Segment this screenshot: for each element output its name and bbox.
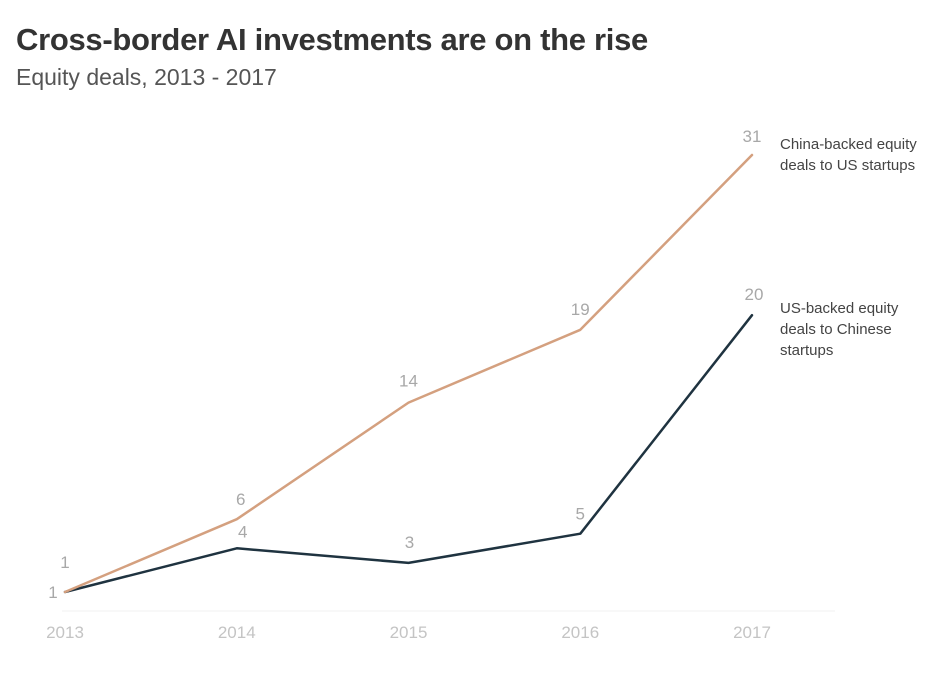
x-tick-label: 2016 xyxy=(561,623,599,642)
series-label-us-backed: startups xyxy=(780,342,833,359)
x-tick-label: 2015 xyxy=(390,623,428,642)
x-tick-label: 2013 xyxy=(46,623,84,642)
series-label-china-backed: deals to US startups xyxy=(780,157,915,174)
series-label-china-backed: China-backed equity xyxy=(780,136,917,153)
chart-title: Cross-border AI investments are on the r… xyxy=(16,22,648,57)
data-label-china-backed: 19 xyxy=(571,300,590,319)
data-label-china-backed: 31 xyxy=(743,127,762,146)
data-label-china-backed: 14 xyxy=(399,372,418,391)
data-label-china-backed: 6 xyxy=(236,490,245,509)
series-labels: US-backed equity deals to Chinese startups… xyxy=(780,136,917,359)
data-label-us-backed: 3 xyxy=(405,533,414,552)
x-axis-ticks: 2013 2014 2015 2016 2017 xyxy=(46,623,771,642)
x-tick-label: 2017 xyxy=(733,623,771,642)
series-line-china-backed xyxy=(63,153,754,594)
x-tick-label: 2014 xyxy=(218,623,256,642)
data-label-us-backed: 1 xyxy=(48,583,57,602)
series-lines xyxy=(63,153,754,594)
data-label-us-backed: 4 xyxy=(238,522,247,541)
series-line-us-backed xyxy=(63,313,754,594)
chart-subtitle: Equity deals, 2013 - 2017 xyxy=(16,64,277,90)
series-label-us-backed: US-backed equity xyxy=(780,300,899,317)
data-label-us-backed: 5 xyxy=(576,505,585,524)
series-label-us-backed: deals to Chinese xyxy=(780,321,892,338)
data-label-us-backed: 20 xyxy=(745,285,764,304)
data-label-china-backed: 1 xyxy=(60,553,69,572)
